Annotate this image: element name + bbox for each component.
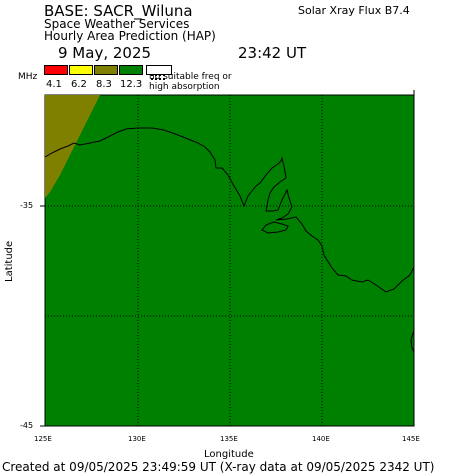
legend-swatch-no-freq	[146, 65, 172, 80]
lat-tick-35: -35	[20, 201, 34, 210]
latitude-axis-label: Latitude	[4, 240, 15, 282]
legend-label-6-2: 6.2	[71, 79, 87, 90]
xray-flux-label: Solar Xray Flux B7.4	[298, 4, 410, 17]
legend-swatch-8-3	[94, 65, 118, 75]
dotted-pattern-icon	[151, 74, 165, 80]
lon-tick-145: 145E	[402, 435, 420, 443]
legend-no-freq-label-1: no suitable freq or	[149, 72, 232, 82]
footer-timestamp: Created at 09/05/2025 23:49:59 UT (X-ray…	[2, 460, 435, 474]
lon-tick-125: 125E	[34, 435, 52, 443]
legend-no-freq-label-2: high absorption	[149, 82, 220, 92]
product-name: Hourly Area Prediction (HAP)	[44, 29, 216, 43]
lon-tick-130: 130E	[128, 435, 146, 443]
legend-swatch-6-2	[69, 65, 93, 75]
map-gridlines	[45, 95, 414, 426]
lon-tick-135: 135E	[220, 435, 238, 443]
legend-label-4-1: 4.1	[46, 79, 62, 90]
legend-label-12-3: 12.3	[120, 79, 143, 90]
lon-tick-140: 140E	[312, 435, 330, 443]
legend-label-8-3: 8.3	[96, 79, 112, 90]
service-name: Space Weather Services	[44, 17, 190, 31]
base-title: BASE: SACR_Wiluna	[44, 2, 193, 20]
map-band-8-3	[45, 95, 100, 198]
lat-tick-45: -45	[20, 421, 34, 430]
coastline	[44, 127, 415, 353]
legend-unit: MHz	[18, 72, 38, 82]
forecast-date: 9 May, 2025	[58, 44, 152, 62]
legend-swatch-12-3	[119, 65, 143, 75]
forecast-time: 23:42 UT	[238, 44, 307, 62]
legend-swatch-4-1	[44, 65, 68, 75]
map-ticks	[40, 90, 415, 427]
longitude-axis-label: Longitude	[204, 449, 254, 460]
